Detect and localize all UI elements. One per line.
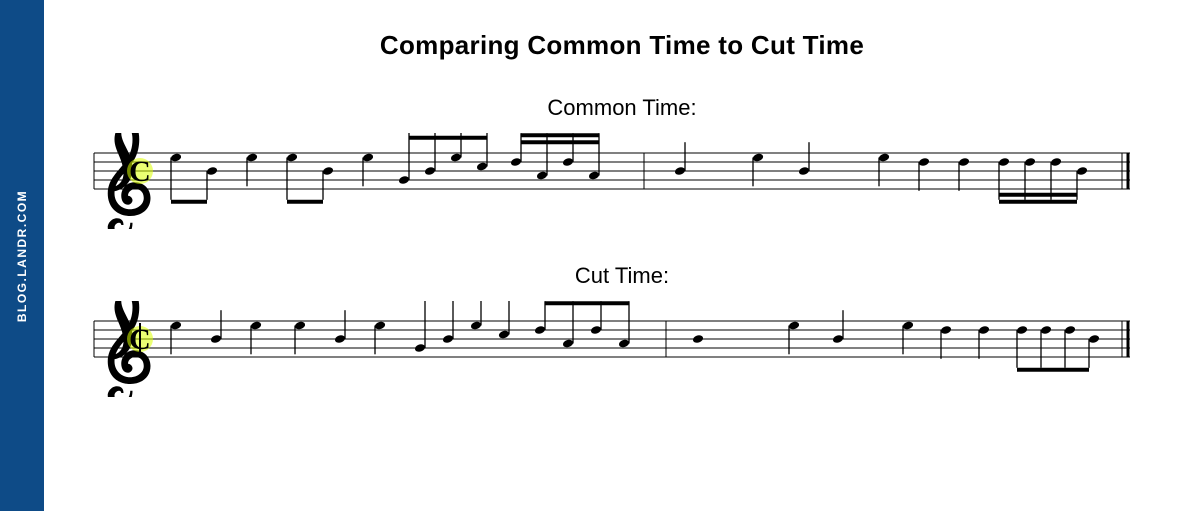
- note: [286, 152, 298, 162]
- figure-title: Comparing Common Time to Cut Time: [84, 30, 1160, 61]
- note: [170, 320, 182, 330]
- note: [590, 325, 602, 335]
- note: [1040, 325, 1052, 335]
- note: [978, 325, 990, 335]
- staves-container: Common Time: CCut Time: C: [84, 95, 1160, 397]
- note: [1016, 325, 1028, 335]
- note: [398, 175, 410, 185]
- note: [362, 152, 374, 162]
- note: [1050, 157, 1062, 167]
- staff-1: C: [84, 301, 1140, 397]
- note: [878, 152, 890, 162]
- common-time-row: Common Time: C: [84, 95, 1160, 229]
- note: [902, 320, 914, 330]
- staff-0: C: [84, 133, 1140, 229]
- note: [534, 325, 546, 335]
- figure-content: Comparing Common Time to Cut Time Common…: [44, 0, 1200, 511]
- note: [1024, 157, 1036, 167]
- note: [210, 334, 222, 344]
- note: [562, 157, 574, 167]
- note: [322, 166, 334, 176]
- note: [940, 325, 952, 335]
- note: [1064, 325, 1076, 335]
- note: [1076, 166, 1088, 176]
- note: [424, 166, 436, 176]
- note: [752, 152, 764, 162]
- note: [536, 170, 548, 180]
- note: [798, 166, 810, 176]
- note: [206, 166, 218, 176]
- sidebar-brand: BLOG.LANDR.COM: [15, 189, 29, 321]
- note: [562, 338, 574, 348]
- sidebar: BLOG.LANDR.COM: [0, 0, 44, 511]
- time-signature-icon: C: [129, 155, 151, 188]
- note: [450, 152, 462, 162]
- note: [510, 157, 522, 167]
- note: [470, 320, 482, 330]
- note: [334, 334, 346, 344]
- note: [618, 338, 630, 348]
- note: [674, 166, 686, 176]
- note: [692, 334, 704, 344]
- note: [832, 334, 844, 344]
- note: [442, 334, 454, 344]
- note: [476, 161, 488, 171]
- note: [170, 152, 182, 162]
- note: [414, 343, 426, 353]
- note: [374, 320, 386, 330]
- note: [246, 152, 258, 162]
- note: [788, 320, 800, 330]
- note: [588, 170, 600, 180]
- section-label: Common Time:: [84, 95, 1160, 121]
- note: [918, 157, 930, 167]
- note: [1088, 334, 1100, 344]
- cut-time-row: Cut Time: C: [84, 263, 1160, 397]
- note: [250, 320, 262, 330]
- section-label: Cut Time:: [84, 263, 1160, 289]
- note: [958, 157, 970, 167]
- note: [998, 157, 1010, 167]
- note: [498, 329, 510, 339]
- note: [294, 320, 306, 330]
